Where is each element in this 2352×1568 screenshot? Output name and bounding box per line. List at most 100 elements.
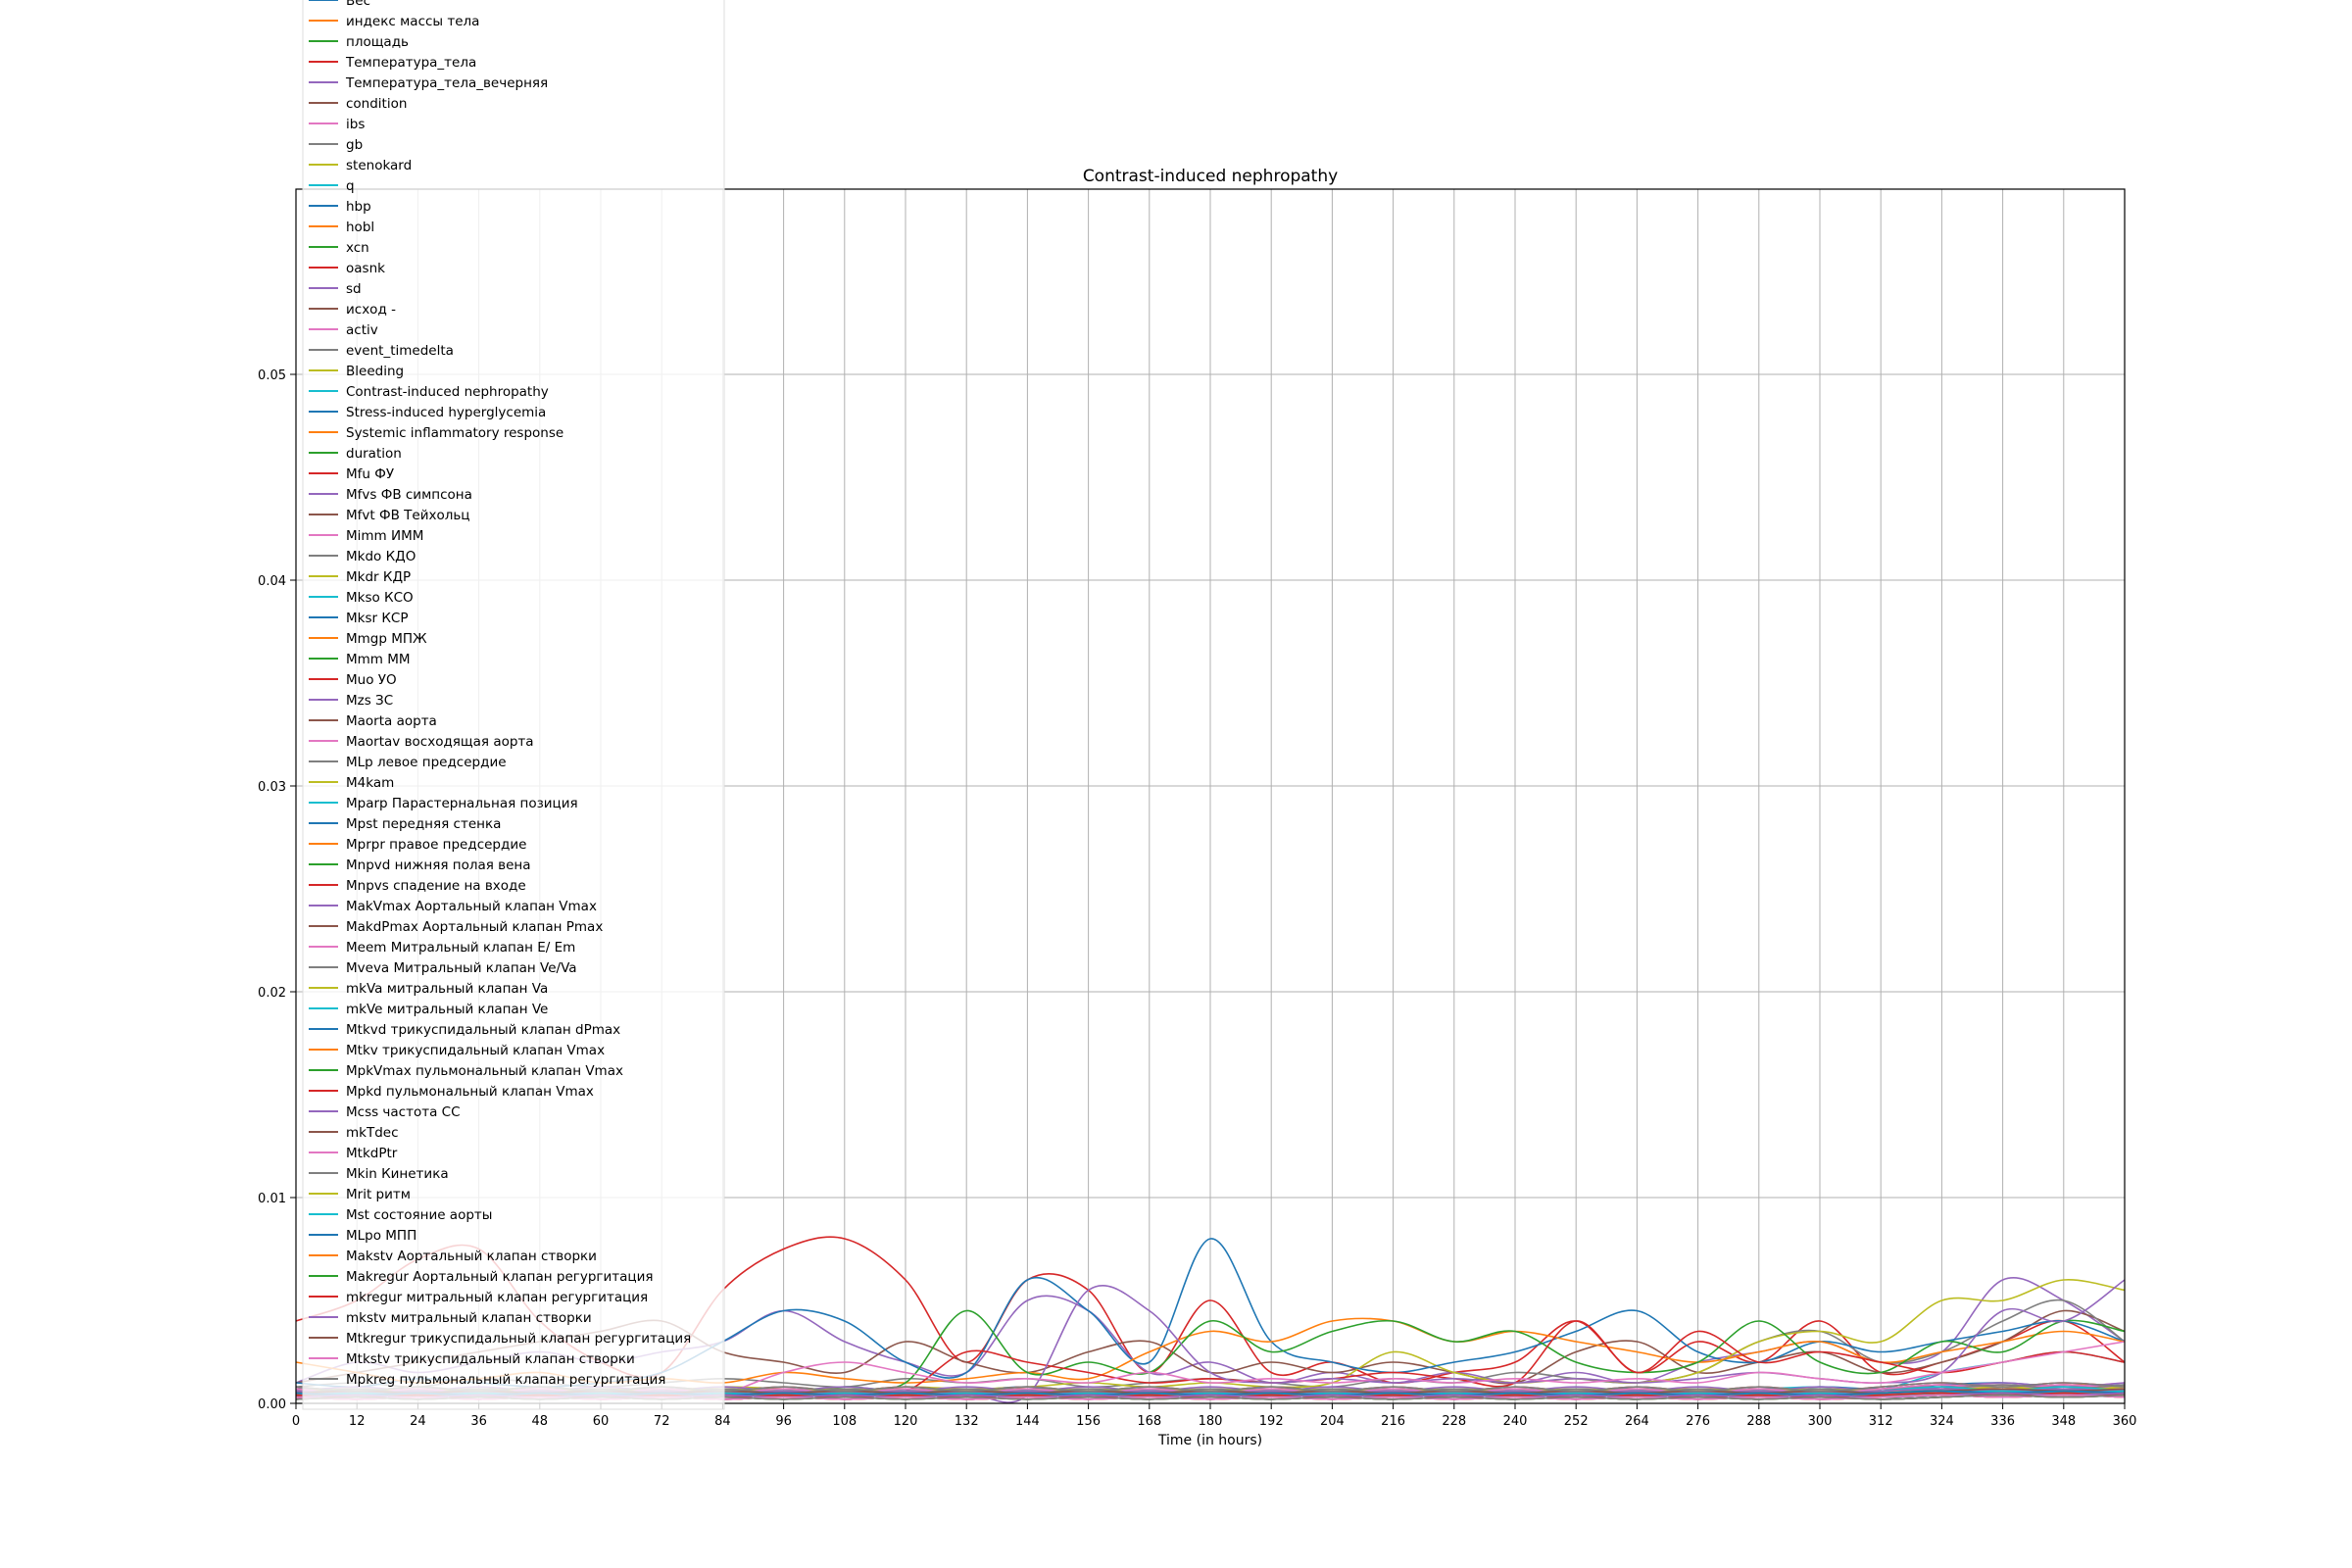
legend-entry: индекс массы тела <box>346 14 479 29</box>
legend-entry: Mpkreg пульмональный клапан регургитация <box>346 1372 665 1388</box>
legend-entry: Mmm ММ <box>346 652 411 667</box>
legend-entry: gb <box>346 137 363 153</box>
x-tick-label: 120 <box>894 1414 918 1429</box>
legend-entry: Mksr КСР <box>346 611 409 626</box>
legend-entry: Mtkregur трикуспидальный клапан регургит… <box>346 1331 691 1347</box>
x-tick-label: 132 <box>955 1414 979 1429</box>
legend-entry: Mprpr правое предсердие <box>346 837 526 853</box>
legend-entry: mkVe митральный клапан Ve <box>346 1002 548 1017</box>
legend-entry: Mzs ЗС <box>346 693 393 709</box>
legend-entry: M4kam <box>346 775 394 791</box>
legend-entry: Mparp Парастернальная позиция <box>346 796 578 811</box>
legend-entry: event_timedelta <box>346 343 454 359</box>
x-tick-label: 180 <box>1199 1414 1223 1429</box>
legend-entry: q <box>346 178 355 194</box>
legend-entry: Makregur Аортальный клапан регургитация <box>346 1269 654 1285</box>
legend-entry: xcn <box>346 240 369 256</box>
legend-entry: hobl <box>346 220 374 235</box>
x-tick-label: 96 <box>775 1414 792 1429</box>
legend-entry: MLpo МПП <box>346 1228 416 1244</box>
legend-entry: Mkso КСО <box>346 590 414 606</box>
x-tick-label: 312 <box>1869 1414 1893 1429</box>
legend-entry: Mveva Митральный клапан Ve/Va <box>346 960 577 976</box>
x-tick-label: 204 <box>1320 1414 1345 1429</box>
legend-box <box>302 0 725 1410</box>
legend-entry: Mpkd пульмональный клапан Vmax <box>346 1084 594 1100</box>
legend-entry: mkstv митральный клапан створки <box>346 1310 592 1326</box>
legend-entry: MpkVmax пульмональный клапан Vmax <box>346 1063 623 1079</box>
x-tick-label: 0 <box>292 1414 300 1429</box>
x-tick-label: 24 <box>410 1414 426 1429</box>
legend-entry: condition <box>346 96 407 112</box>
x-axis-ticks: 0 12 24 36 48 60 72 84 96 108 120 132 144 156 168 180 19… <box>292 1403 2137 1429</box>
legend-entry: Mkdo КДО <box>346 549 416 564</box>
x-tick-label: 144 <box>1015 1414 1040 1429</box>
legend-entry: MakdPmax Аортальный клапан Pmax <box>346 919 603 935</box>
x-tick-label: 324 <box>1930 1414 1954 1429</box>
legend-entry: sd <box>346 281 362 297</box>
y-tick-label: 0.01 <box>258 1192 286 1206</box>
legend-entry: Maortav восходящая аорта <box>346 734 534 750</box>
legend-entry: Mmgp МПЖ <box>346 631 427 647</box>
x-tick-label: 252 <box>1564 1414 1589 1429</box>
y-tick-label: 0.00 <box>258 1397 286 1412</box>
legend-entry: MtkdPtr <box>346 1146 398 1161</box>
x-tick-label: 348 <box>2051 1414 2076 1429</box>
legend-entry: oasnk <box>346 261 385 276</box>
x-tick-label: 84 <box>714 1414 731 1429</box>
legend-entry: Mfvs ФВ симпсона <box>346 487 472 503</box>
legend-entry: duration <box>346 446 402 462</box>
y-tick-label: 0.02 <box>258 986 286 1001</box>
legend-entry: Mkdr КДР <box>346 569 411 585</box>
legend-entry: Muo УО <box>346 672 397 688</box>
x-tick-label: 216 <box>1381 1414 1405 1429</box>
chart-title: Contrast-induced nephropathy <box>1083 167 1338 186</box>
legend-entry: Mrit ритм <box>346 1187 411 1202</box>
legend-entry: Температура_тела <box>345 55 476 71</box>
legend-entry: Makstv Аортальный клапан створки <box>346 1249 597 1264</box>
legend-entry: Mtkv трикуспидальный клапан Vmax <box>346 1043 605 1058</box>
x-tick-label: 300 <box>1808 1414 1833 1429</box>
legend-entry: Mst состояние аорты <box>346 1207 492 1223</box>
x-tick-label: 156 <box>1076 1414 1101 1429</box>
x-tick-label: 240 <box>1503 1414 1528 1429</box>
legend-entry: Systemic inflammatory response <box>346 425 564 441</box>
legend-entry: MLp левое предсердие <box>346 755 507 770</box>
legend-entry: mkregur митральный клапан регургитация <box>346 1290 648 1305</box>
x-tick-label: 60 <box>593 1414 610 1429</box>
legend-entry: Maorta аорта <box>346 713 437 729</box>
x-tick-label: 228 <box>1442 1414 1466 1429</box>
legend-entry: Mpst передняя стенка <box>346 816 501 832</box>
legend-entry: ibs <box>346 117 365 132</box>
x-tick-label: 360 <box>2113 1414 2137 1429</box>
legend-entry: Температура_тела_вечерняя <box>345 75 548 91</box>
x-tick-label: 264 <box>1625 1414 1649 1429</box>
legend-entry: Mkin Кинетика <box>346 1166 449 1182</box>
legend-entry: Mfu ФУ <box>346 466 394 482</box>
legend-entry: Mtkstv трикуспидальный клапан створки <box>346 1351 635 1367</box>
legend-entry: stenokard <box>346 158 412 173</box>
x-tick-label: 276 <box>1686 1414 1710 1429</box>
x-tick-label: 336 <box>1990 1414 2015 1429</box>
legend-entry: Mfvt ФВ Тейхольц <box>346 508 470 523</box>
y-tick-label: 0.05 <box>258 368 286 383</box>
legend-entry: Stress-induced hyperglycemia <box>346 405 546 420</box>
legend-entry: Mcss частота СС <box>346 1104 461 1120</box>
legend-entry: Contrast-induced nephropathy <box>346 384 549 400</box>
legend-entry: Meem Митральный клапан E/ Em <box>346 940 575 956</box>
legend-entry: исход - <box>346 302 396 318</box>
legend-entry: Вес <box>346 0 370 9</box>
x-tick-label: 192 <box>1259 1414 1284 1429</box>
y-axis-ticks: 0.00 0.01 0.02 0.03 0.04 0.05 <box>258 368 296 1412</box>
legend-entry: Mtkvd трикуспидальный клапан dPmax <box>346 1022 620 1038</box>
y-tick-label: 0.03 <box>258 780 286 795</box>
legend-entry: mkVa митральный клапан Va <box>346 981 548 997</box>
x-tick-label: 108 <box>832 1414 857 1429</box>
x-tick-label: 288 <box>1746 1414 1771 1429</box>
x-tick-label: 72 <box>654 1414 670 1429</box>
x-tick-label: 48 <box>532 1414 549 1429</box>
x-tick-label: 36 <box>470 1414 487 1429</box>
legend-entry: Mnpvs спадение на входе <box>346 878 526 894</box>
legend-entry: activ <box>346 322 378 338</box>
